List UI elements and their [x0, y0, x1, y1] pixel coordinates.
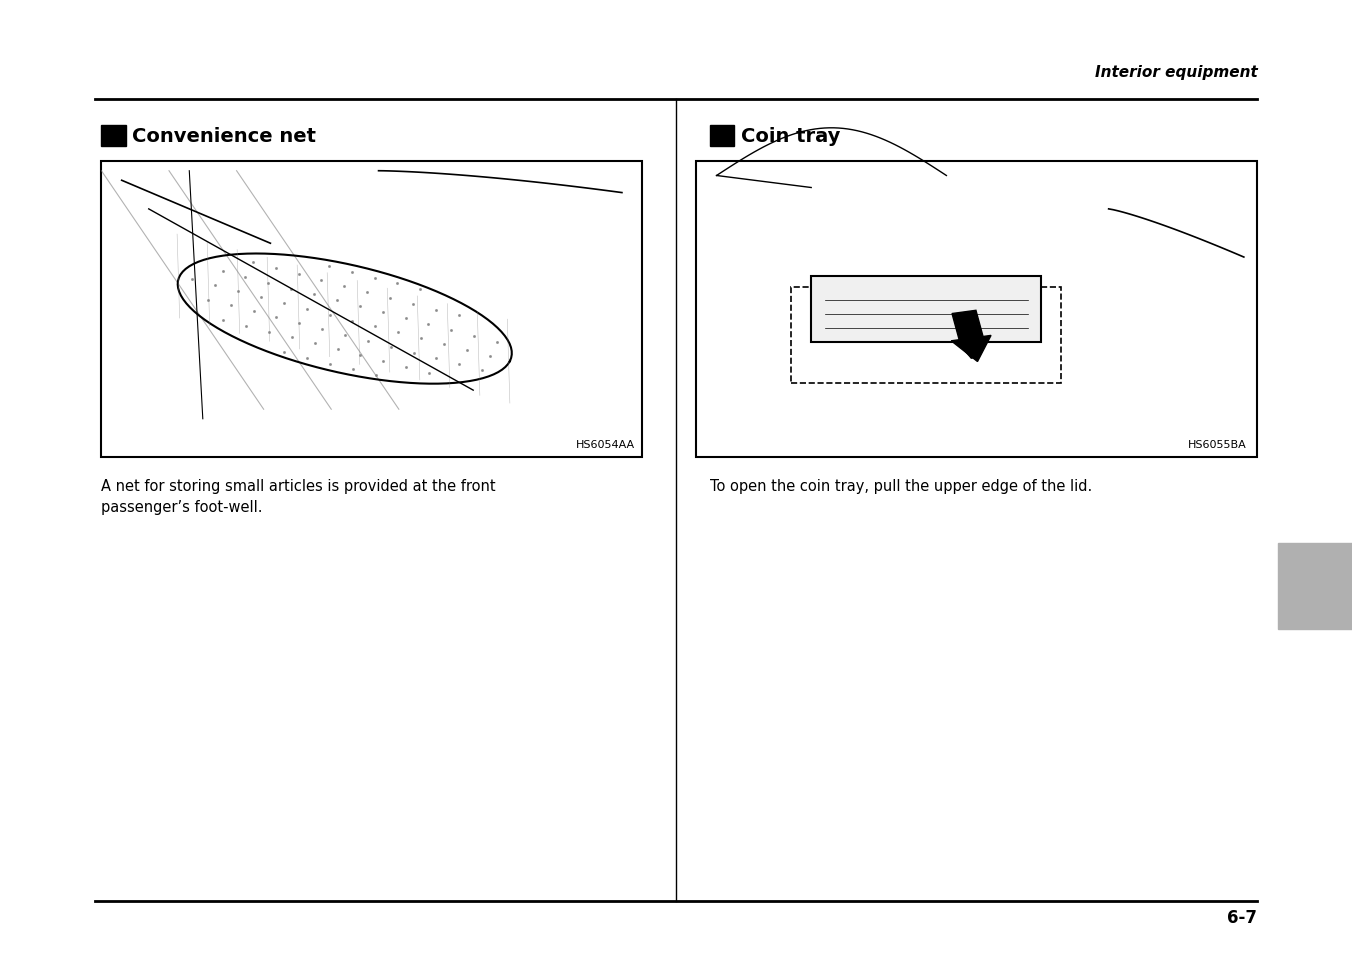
- Bar: [811, 276, 1041, 343]
- Text: 6-7: 6-7: [1228, 908, 1257, 926]
- FancyBboxPatch shape: [101, 162, 642, 457]
- FancyArrow shape: [952, 311, 991, 362]
- Text: HS6055BA: HS6055BA: [1188, 440, 1247, 450]
- FancyBboxPatch shape: [696, 162, 1257, 457]
- Text: Interior equipment: Interior equipment: [1095, 65, 1257, 80]
- Text: Coin tray: Coin tray: [741, 127, 841, 146]
- Bar: [791, 288, 1061, 383]
- Bar: [1278, 543, 1352, 629]
- Text: HS6054AA: HS6054AA: [576, 440, 635, 450]
- Bar: [101, 126, 126, 147]
- Text: Convenience net: Convenience net: [132, 127, 316, 146]
- Bar: [710, 126, 734, 147]
- Text: A net for storing small articles is provided at the front
passenger’s foot-well.: A net for storing small articles is prov…: [101, 478, 496, 515]
- Text: To open the coin tray, pull the upper edge of the lid.: To open the coin tray, pull the upper ed…: [710, 478, 1092, 494]
